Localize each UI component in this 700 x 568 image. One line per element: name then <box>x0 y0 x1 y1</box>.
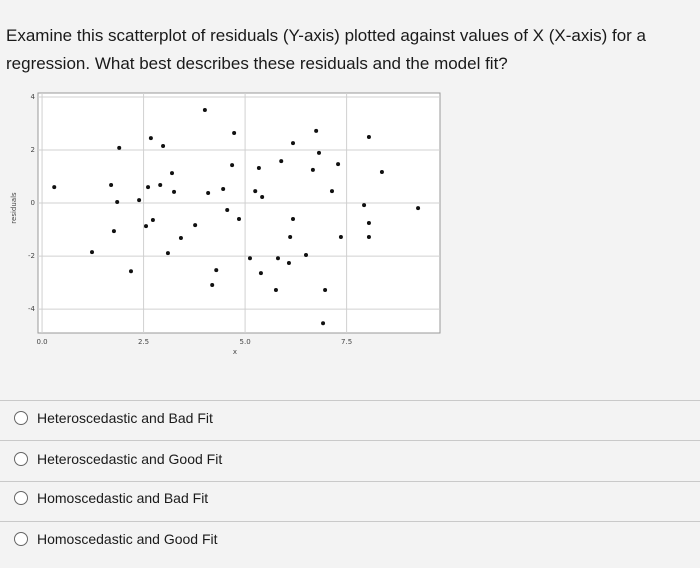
point <box>214 268 219 273</box>
y-tick-label: 0 <box>31 199 35 207</box>
point <box>172 189 177 194</box>
point <box>206 190 211 195</box>
plot-area <box>37 92 441 334</box>
separator <box>0 481 700 482</box>
point <box>193 223 198 228</box>
y-tick-label: -4 <box>28 305 36 313</box>
y-axis-label: residuals <box>10 192 18 224</box>
point <box>275 256 280 261</box>
x-tick-label: 2.5 <box>138 338 149 346</box>
x-tick-label: 0.0 <box>36 338 47 346</box>
separator <box>0 521 700 522</box>
radio-button[interactable] <box>14 452 28 466</box>
point <box>291 141 296 146</box>
point <box>237 216 241 221</box>
point <box>273 288 278 293</box>
point <box>225 207 230 212</box>
option-label[interactable]: Homoscedastic and Bad Fit <box>37 490 209 506</box>
point <box>210 283 215 287</box>
point <box>286 260 291 265</box>
y-tick-label: 4 <box>31 93 36 101</box>
point <box>279 159 284 164</box>
option[interactable]: Heteroscedastic and Bad Fit <box>14 410 213 426</box>
point <box>362 203 367 208</box>
y-tick-label: 2 <box>31 146 35 154</box>
point <box>323 288 328 293</box>
option[interactable]: Heteroscedastic and Good Fit <box>14 451 222 467</box>
point <box>366 235 371 239</box>
point <box>291 216 296 221</box>
point <box>366 220 371 225</box>
point <box>161 144 166 149</box>
point <box>304 253 308 258</box>
point <box>256 166 261 171</box>
point <box>230 163 235 168</box>
option[interactable]: Homoscedastic and Bad Fit <box>14 490 208 506</box>
chart: 0.0 2.5 5.0 7.5 4 2 0 -2 -4 x residuals <box>10 92 441 356</box>
separator <box>0 400 700 401</box>
point <box>336 162 341 167</box>
x-tick-label: 7.5 <box>341 338 352 346</box>
point <box>338 235 343 239</box>
point <box>178 236 183 241</box>
point <box>109 183 114 188</box>
point <box>416 206 421 211</box>
point <box>288 235 293 239</box>
point <box>310 167 315 172</box>
radio-button[interactable] <box>14 532 28 546</box>
point <box>150 218 155 223</box>
question-line: Examine this scatterplot of residuals (Y… <box>6 26 646 45</box>
radio-button[interactable] <box>14 491 28 505</box>
point <box>115 199 120 204</box>
point <box>90 250 95 255</box>
point <box>148 136 153 141</box>
point <box>202 107 207 112</box>
point <box>260 194 265 199</box>
option-label[interactable]: Heteroscedastic and Bad Fit <box>37 410 213 426</box>
point <box>144 224 149 229</box>
point <box>111 229 116 234</box>
point <box>128 269 133 274</box>
radio-button[interactable] <box>14 411 28 425</box>
option-label[interactable]: Homoscedastic and Good Fit <box>37 531 218 547</box>
point <box>314 128 319 133</box>
question: Examine this scatterplot of residuals (Y… <box>6 22 646 78</box>
point <box>321 321 326 326</box>
point <box>158 183 163 188</box>
point <box>232 131 237 136</box>
point <box>117 145 122 150</box>
point <box>170 171 174 176</box>
point <box>329 189 334 194</box>
point <box>137 198 142 203</box>
point <box>247 256 252 261</box>
point <box>52 185 57 190</box>
point <box>165 251 170 256</box>
point <box>316 150 321 155</box>
point <box>366 135 371 140</box>
separator <box>0 440 700 441</box>
point <box>258 271 263 276</box>
option[interactable]: Homoscedastic and Good Fit <box>14 531 218 547</box>
y-tick-label: -2 <box>28 252 35 260</box>
point <box>253 189 258 194</box>
question-line: regression. What best describes these re… <box>6 54 508 73</box>
point <box>146 185 151 190</box>
option-label[interactable]: Heteroscedastic and Good Fit <box>37 451 223 467</box>
x-tick-label: 5.0 <box>240 338 251 346</box>
x-axis-label: x <box>233 348 237 356</box>
point <box>379 170 384 175</box>
point <box>221 187 226 191</box>
